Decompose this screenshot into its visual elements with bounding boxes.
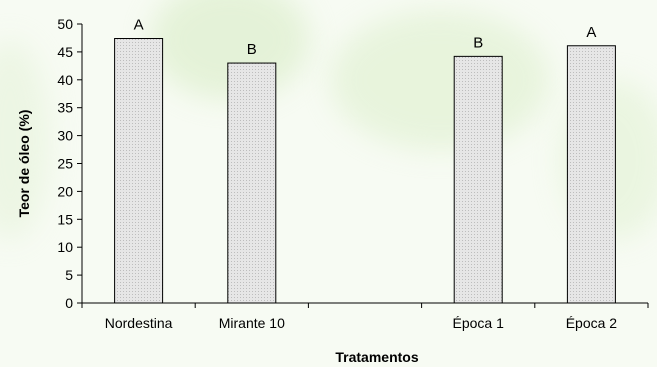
y-tick-label: 10 — [57, 239, 73, 255]
y-tick-label: 35 — [57, 100, 73, 116]
x-axis-ticks: Nordestina Mirante 10 Época 1 Época 2 — [81, 303, 649, 331]
bars — [114, 38, 616, 304]
y-tick-label: 20 — [57, 183, 73, 199]
x-category-label: Época 2 — [566, 315, 618, 331]
x-category-label: Mirante 10 — [219, 315, 285, 331]
bar-letter-label: B — [473, 34, 483, 51]
bar-letter-label: A — [134, 17, 144, 34]
y-tick-label: 50 — [57, 16, 73, 32]
y-axis-title: Teor de óleo (%) — [16, 110, 32, 218]
y-tick-label: 30 — [57, 128, 73, 144]
x-category-label: Época 1 — [453, 315, 505, 331]
x-axis-title: Tratamentos — [335, 349, 418, 365]
bar — [566, 45, 616, 304]
y-tick-label: 5 — [65, 267, 73, 283]
y-tick-label: 45 — [57, 44, 73, 60]
bar — [227, 62, 277, 304]
bar-letter-label: A — [586, 24, 596, 41]
x-category-label: Nordestina — [105, 315, 173, 331]
y-tick-label: 15 — [57, 211, 73, 227]
bar — [453, 55, 503, 304]
bar — [114, 38, 164, 304]
y-tick-label: 25 — [57, 156, 73, 172]
y-tick-label: 0 — [65, 295, 73, 311]
y-tick-label: 40 — [57, 72, 73, 88]
y-axis-ticks: 0 5 10 15 20 25 30 35 40 45 50 — [57, 16, 82, 311]
bar-letter-labels: A B B A — [134, 17, 597, 59]
bar-letter-label: B — [247, 41, 257, 58]
